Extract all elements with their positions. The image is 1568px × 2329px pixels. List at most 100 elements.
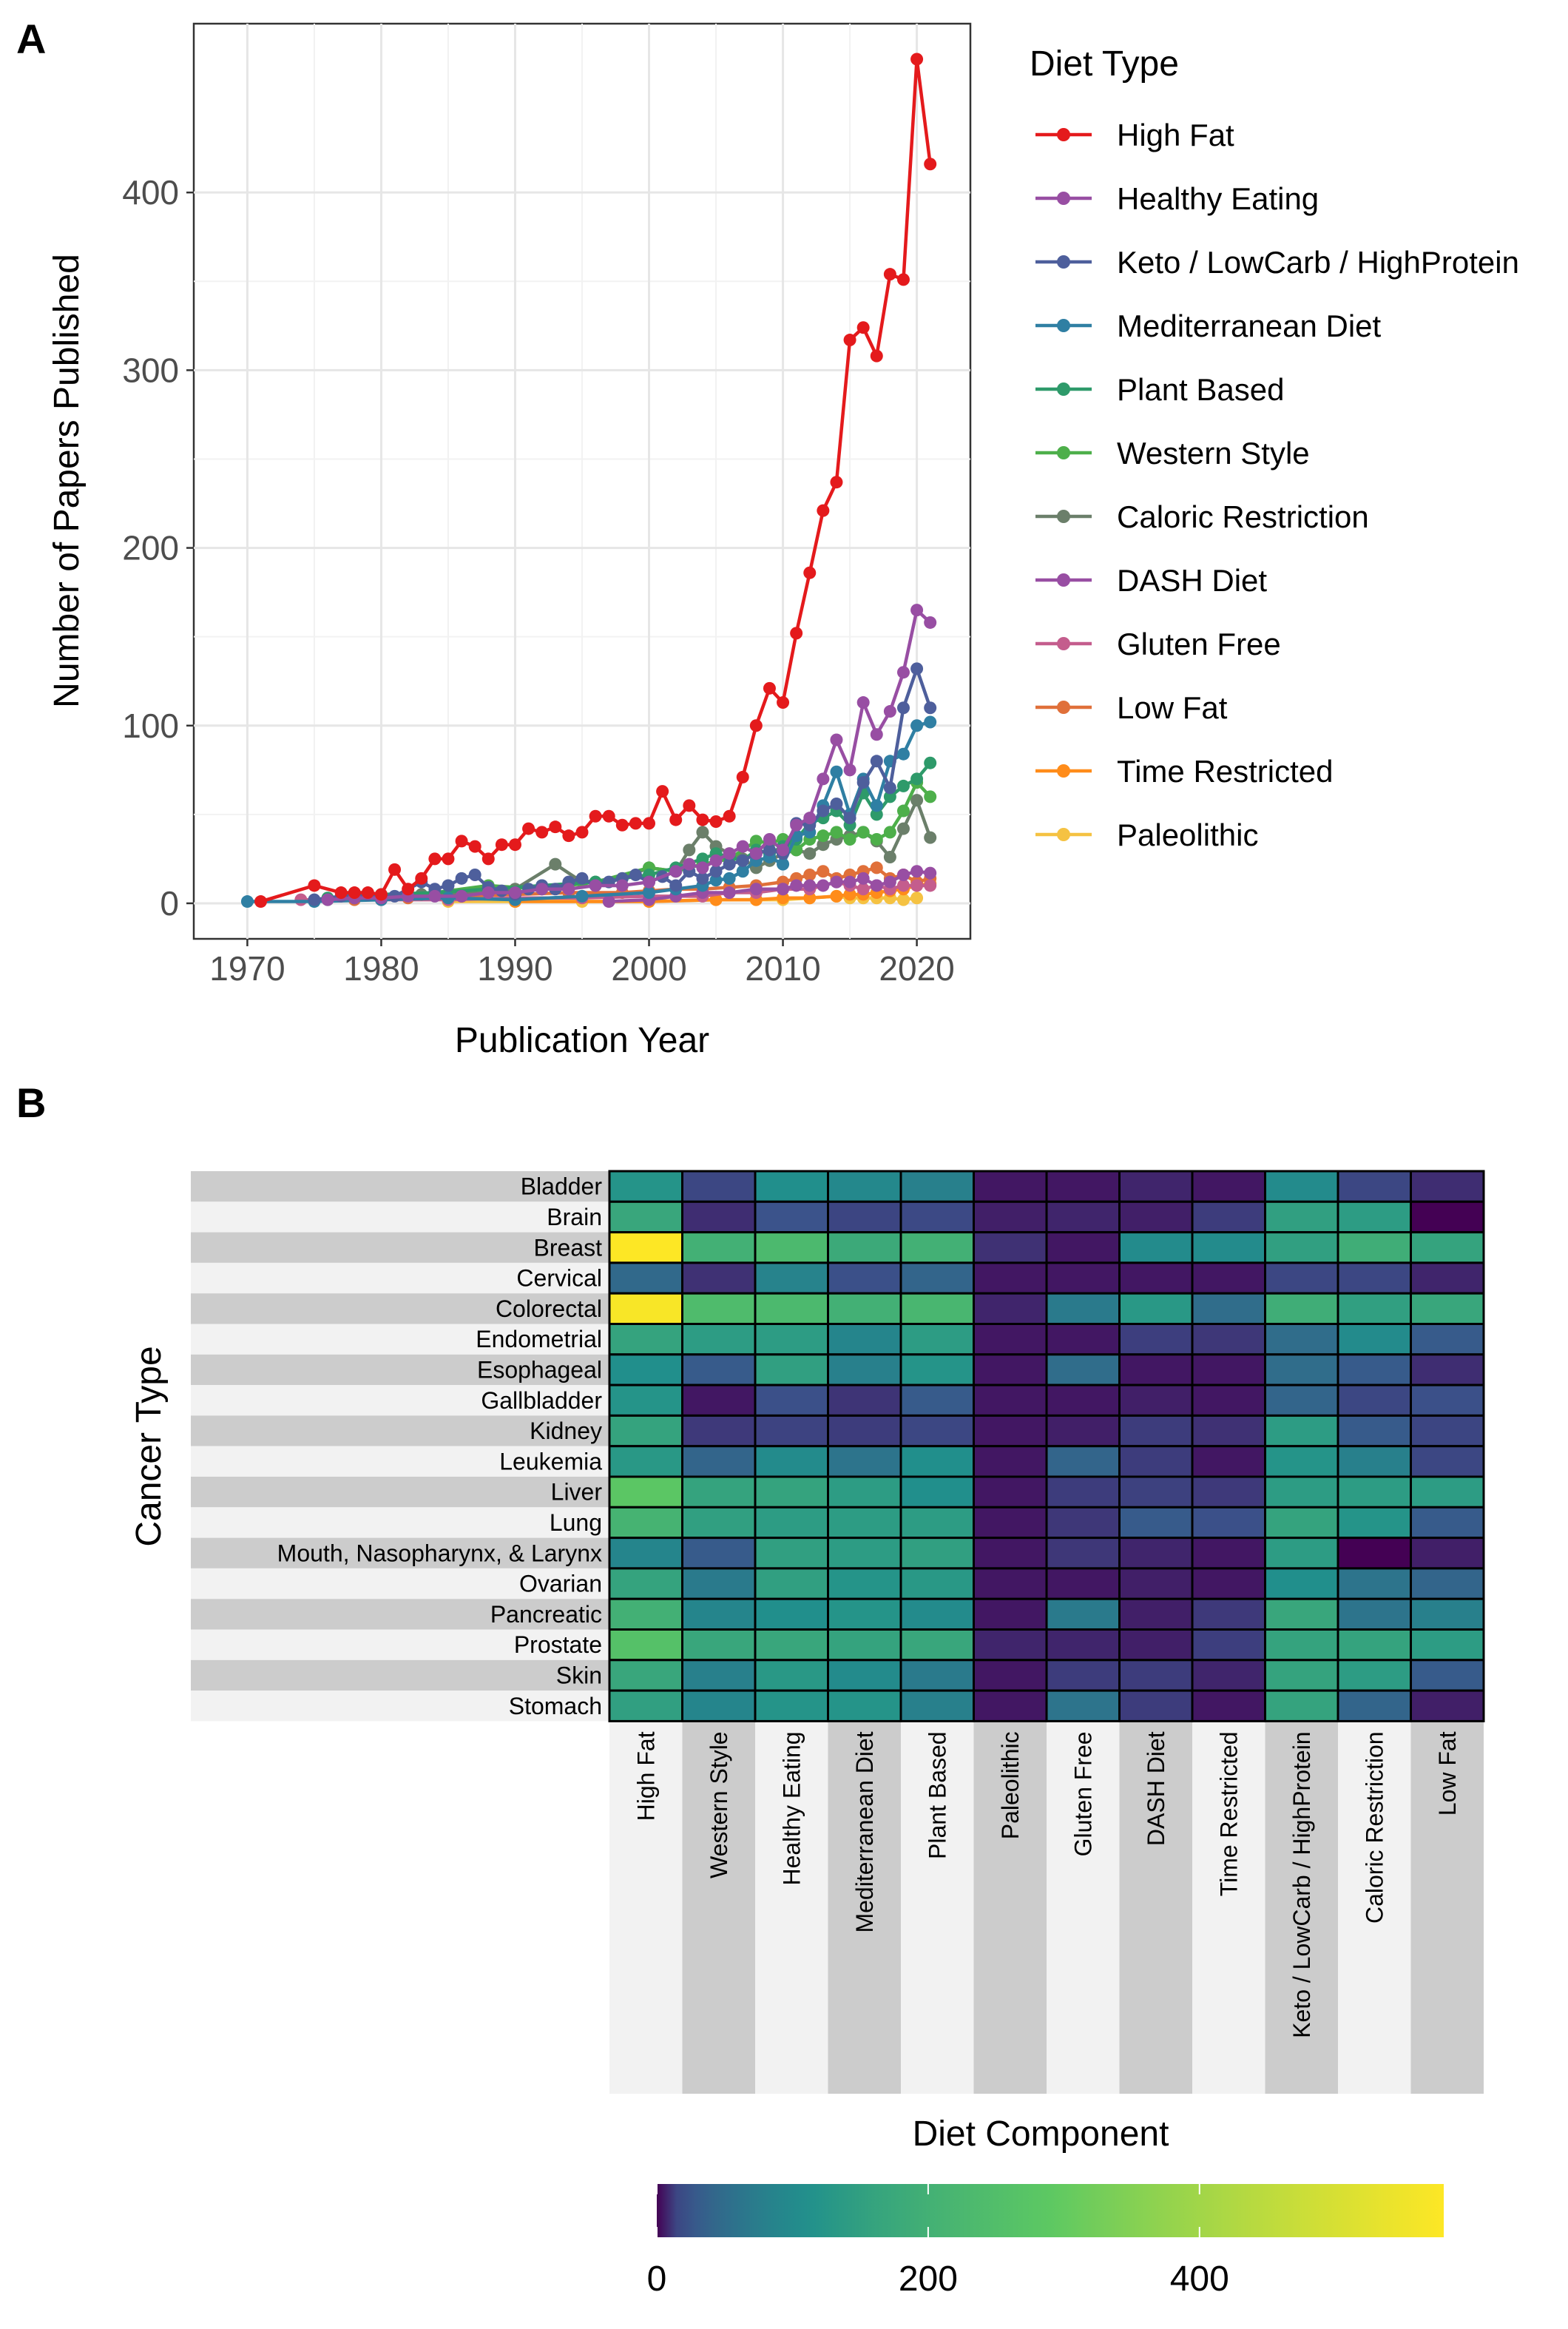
row-band	[191, 1354, 609, 1386]
data-point	[723, 809, 736, 823]
data-point	[777, 857, 790, 871]
heatmap-cell	[681, 1414, 757, 1448]
heatmap-cell	[1410, 1261, 1485, 1295]
heatmap-cell	[681, 1475, 757, 1509]
row-band	[191, 1568, 609, 1600]
heatmap-cell	[1264, 1659, 1339, 1692]
row-label: Pancreatic	[490, 1601, 602, 1628]
x-tick-label: 1980	[343, 949, 419, 988]
row-label: Breast	[534, 1234, 603, 1261]
heatmap-cell	[1410, 1231, 1485, 1264]
data-point	[843, 764, 856, 777]
heatmap-cell	[1191, 1689, 1266, 1722]
heatmap-cell	[1118, 1506, 1194, 1540]
heatmap-cell	[754, 1353, 829, 1386]
heatmap-cell	[1336, 1659, 1412, 1692]
line-chart-x-axis-title: Publication Year	[455, 1021, 709, 1060]
heatmap-cell	[1264, 1170, 1339, 1203]
row-band	[191, 1262, 609, 1294]
row-band	[191, 1659, 609, 1691]
data-point	[508, 886, 521, 900]
legend-label: Caloric Restriction	[1117, 499, 1369, 534]
data-point	[402, 883, 415, 896]
heatmap-cell	[1336, 1323, 1412, 1356]
data-point	[790, 818, 803, 832]
heatmap-cell	[1410, 1414, 1485, 1448]
data-point	[843, 832, 856, 846]
data-point	[910, 53, 924, 66]
data-point	[709, 893, 723, 906]
heatmap-cell	[681, 1659, 757, 1692]
heatmap-cell	[754, 1689, 829, 1722]
data-point	[294, 893, 308, 906]
y-tick-label: 300	[122, 351, 179, 389]
heatmap-cell	[1191, 1567, 1266, 1600]
data-point	[856, 776, 870, 789]
heatmap-y-axis-title: Cancer Type	[129, 1346, 169, 1546]
data-point	[924, 701, 937, 715]
heatmap-cell	[681, 1231, 757, 1264]
heatmap-cell	[608, 1353, 683, 1386]
heatmap-cell	[1336, 1506, 1412, 1540]
row-band	[191, 1599, 609, 1630]
heatmap-cell	[1264, 1200, 1339, 1234]
row-band	[191, 1629, 609, 1660]
legend-item: Mediterranean Diet	[1035, 309, 1382, 343]
heatmap-cell	[681, 1292, 757, 1325]
heatmap-cell	[899, 1475, 975, 1509]
heatmap-cell	[827, 1231, 902, 1264]
legend-key-point	[1057, 764, 1070, 778]
heatmap-cell	[827, 1475, 902, 1509]
heatmap-cell	[1336, 1414, 1412, 1448]
data-point	[910, 794, 924, 807]
heatmap-cell	[681, 1567, 757, 1600]
heatmap-cell	[754, 1628, 829, 1662]
heatmap-cell	[1264, 1628, 1339, 1662]
data-point	[910, 865, 924, 878]
x-tick-label: 2000	[611, 949, 686, 988]
heatmap-cell	[1045, 1475, 1121, 1509]
data-point	[749, 847, 763, 860]
row-label: Skin	[556, 1662, 602, 1688]
heatmap-cell	[754, 1537, 829, 1570]
heatmap-cell	[1191, 1231, 1266, 1264]
heatmap-cell	[1191, 1383, 1266, 1417]
data-point	[790, 843, 803, 857]
row-band	[191, 1691, 609, 1722]
heatmap-cell	[1045, 1628, 1121, 1662]
heatmap-cell	[1045, 1231, 1121, 1264]
data-point	[495, 884, 508, 897]
legend-title: Diet Type	[1030, 44, 1179, 84]
data-point	[830, 826, 843, 839]
heatmap-cell	[973, 1597, 1048, 1631]
data-point	[910, 772, 924, 786]
heatmap-cell	[827, 1689, 902, 1722]
heatmap-cell	[973, 1689, 1048, 1722]
heatmap-cell	[1118, 1231, 1194, 1264]
heatmap-cell	[827, 1383, 902, 1417]
heatmap-cell	[681, 1323, 757, 1356]
heatmap-cell	[681, 1353, 757, 1386]
legend-key-point	[1057, 192, 1070, 205]
data-point	[643, 886, 656, 900]
heatmap-cell	[899, 1414, 975, 1448]
heatmap-cell	[754, 1261, 829, 1295]
row-label: Esophageal	[477, 1356, 602, 1383]
data-point	[924, 879, 937, 892]
heatmap-cell	[899, 1200, 975, 1234]
heatmap-cell	[1410, 1353, 1485, 1386]
data-point	[562, 883, 575, 896]
heatmap-x-axis-title: Diet Component	[913, 2114, 1169, 2154]
heatmap-cell	[1191, 1170, 1266, 1203]
heatmap-cell	[1191, 1323, 1266, 1356]
heatmap-cell	[608, 1475, 683, 1509]
legend-label: DASH Diet	[1117, 563, 1267, 598]
heatmap-cell	[608, 1231, 683, 1264]
data-point	[763, 832, 776, 846]
heatmap-cell	[973, 1506, 1048, 1540]
data-point	[777, 892, 790, 905]
data-point	[683, 843, 696, 857]
data-point	[883, 826, 896, 839]
heatmap-cell	[754, 1200, 829, 1234]
heatmap-cell	[754, 1414, 829, 1448]
